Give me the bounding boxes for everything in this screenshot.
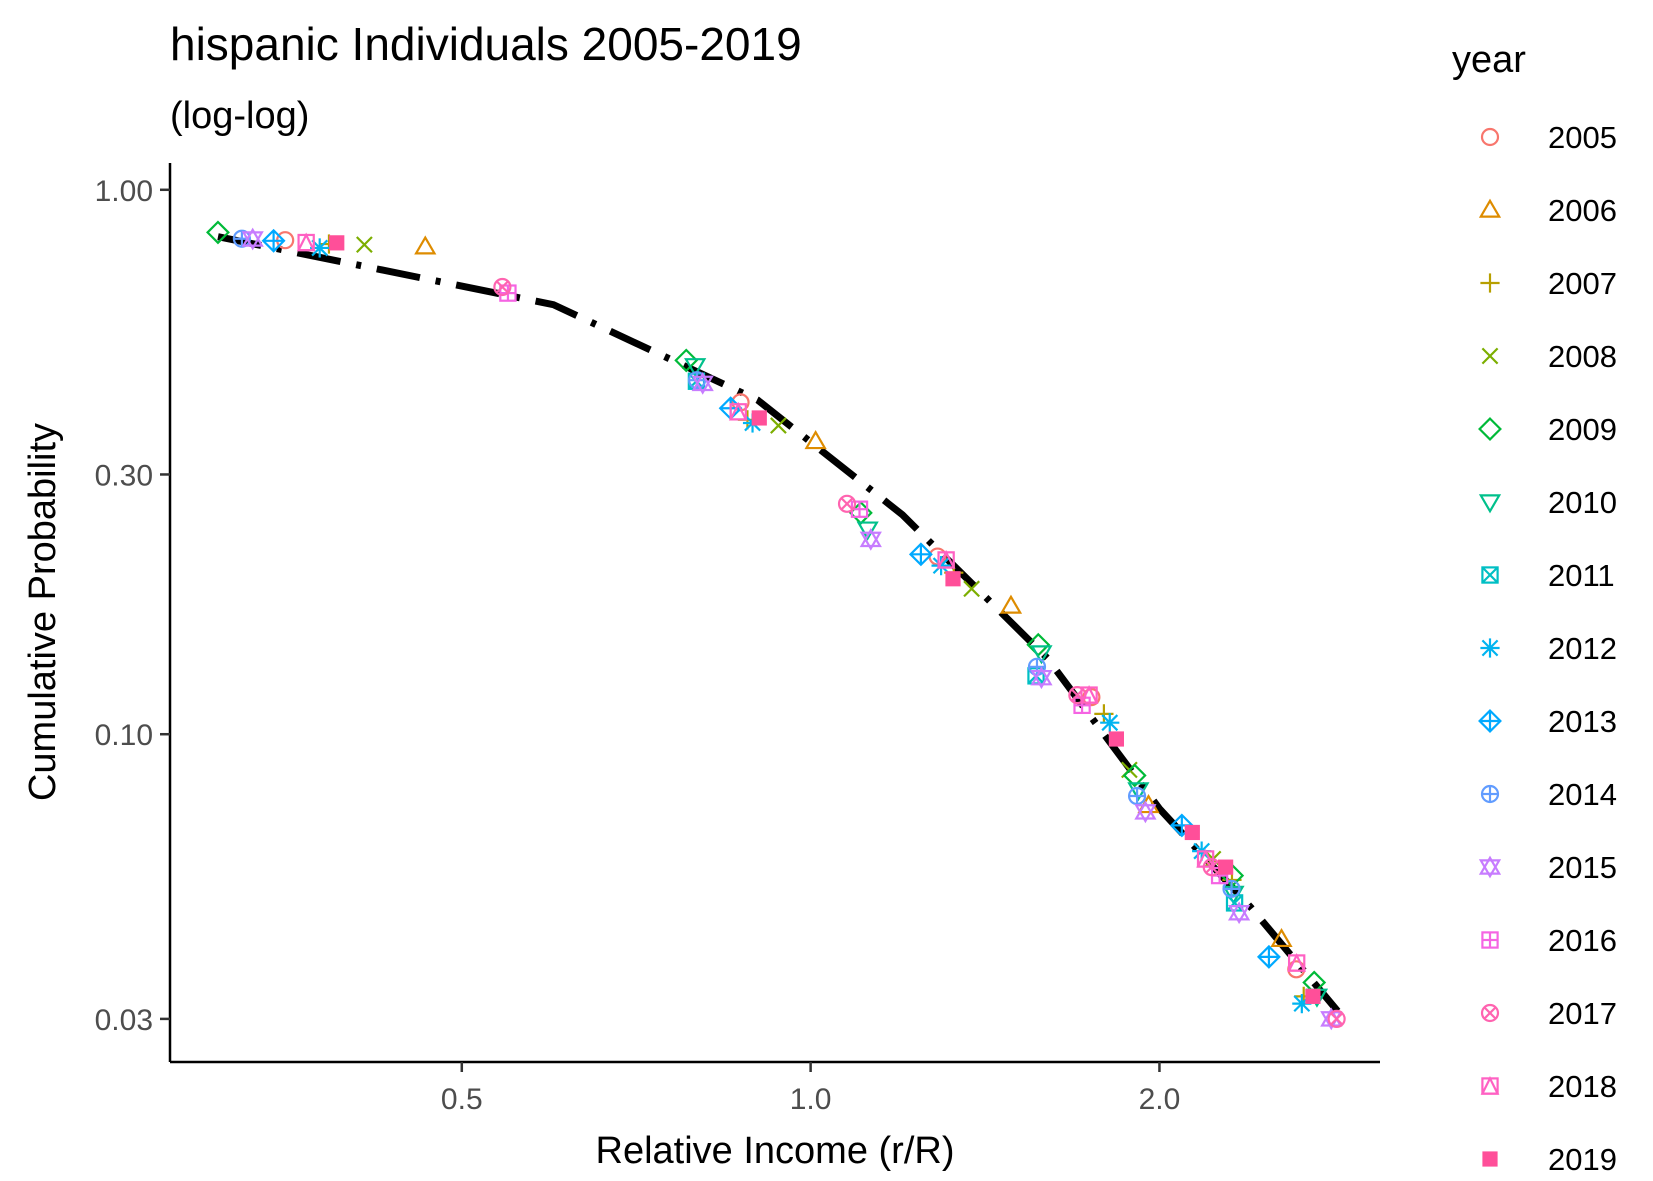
legend-title: year [1452, 39, 1526, 81]
legend-label: 2010 [1548, 485, 1617, 520]
y-ticks: 1.00 0.30 0.10 0.03 [95, 175, 170, 1037]
data-point [1270, 927, 1293, 948]
legend-label: 2019 [1548, 1142, 1617, 1177]
legend-key [1478, 709, 1502, 733]
data-point [936, 549, 956, 569]
data-point [945, 571, 961, 587]
legend-label: 2006 [1548, 193, 1617, 228]
legend-label: 2012 [1548, 631, 1617, 666]
data-point [1100, 713, 1120, 733]
data-point [931, 556, 951, 576]
legend-key [1480, 784, 1500, 804]
data-point [1127, 786, 1147, 806]
data-point [674, 348, 699, 373]
legend-key [1478, 417, 1502, 441]
data-point [261, 228, 286, 253]
data-point [493, 277, 512, 297]
data-point [1030, 666, 1053, 690]
data-point [355, 236, 373, 254]
legend-key [1480, 127, 1500, 147]
data-point [1218, 859, 1234, 875]
data-point [1256, 944, 1281, 969]
x-tick-label: 1.0 [790, 1083, 832, 1116]
chart-subtitle: (log-log) [170, 95, 309, 137]
data-point [751, 410, 767, 426]
legend-key [1478, 494, 1502, 514]
data-point [859, 527, 882, 551]
x-ticks: 0.5 1.0 2.0 [441, 1062, 1180, 1116]
legend-label: 2016 [1548, 923, 1617, 958]
data-points [206, 220, 1346, 1031]
legend-label: 2018 [1548, 1069, 1617, 1104]
data-point [1122, 763, 1147, 788]
legend-key [1480, 1003, 1500, 1023]
data-point [1327, 1009, 1346, 1028]
data-point [691, 371, 714, 395]
fit-line [217, 233, 1341, 1014]
x-tick-label: 2.0 [1139, 1083, 1181, 1116]
data-point [414, 235, 437, 255]
data-point [206, 220, 230, 245]
legend-label: 2009 [1548, 412, 1617, 447]
y-tick-label: 0.10 [95, 719, 153, 752]
data-point [1222, 879, 1241, 898]
y-axis-label: Cumulative Probability [22, 423, 64, 801]
legend-key [1481, 566, 1499, 584]
legend-label: 2007 [1548, 266, 1617, 301]
legend-key [1478, 855, 1502, 879]
data-point [296, 232, 316, 252]
chart-title: hispanic Individuals 2005-2019 [170, 18, 802, 70]
legend: 2005 2006 2007 2008 2009 2010 2011 2012 2013 2014… [1478, 120, 1617, 1177]
data-point [1305, 988, 1321, 1004]
legend-key [1480, 1075, 1500, 1095]
legend-label: 2017 [1548, 996, 1617, 1031]
data-point [1196, 848, 1215, 868]
legend-key [1480, 273, 1500, 293]
y-tick-label: 0.30 [95, 459, 153, 492]
x-axis-label: Relative Income (r/R) [596, 1130, 955, 1172]
legend-label: 2015 [1548, 850, 1617, 885]
legend-key [1481, 347, 1499, 365]
data-point [329, 235, 345, 251]
data-point [1227, 901, 1251, 925]
data-point [804, 430, 827, 450]
data-point [963, 580, 980, 598]
legend-label: 2005 [1548, 120, 1617, 155]
data-point [1184, 824, 1200, 841]
legend-key [1480, 638, 1500, 658]
y-tick-label: 1.00 [95, 175, 153, 208]
data-point [1079, 685, 1099, 704]
legend-label: 2013 [1548, 704, 1617, 739]
data-point [1030, 645, 1053, 665]
x-tick-label: 0.5 [441, 1083, 483, 1116]
legend-key [1481, 931, 1499, 949]
data-point [1134, 800, 1157, 824]
y-tick-label: 0.03 [95, 1004, 153, 1037]
data-point [908, 542, 933, 567]
legend-key [1478, 198, 1502, 218]
data-point [684, 358, 707, 378]
data-point [241, 227, 264, 251]
data-point [1287, 952, 1307, 972]
data-point [1108, 731, 1124, 747]
data-point [837, 494, 857, 513]
data-point [999, 594, 1023, 614]
legend-label: 2008 [1548, 339, 1617, 374]
legend-label: 2014 [1548, 777, 1617, 812]
data-point [728, 401, 748, 421]
legend-key [1482, 1151, 1498, 1167]
data-point [770, 417, 787, 434]
legend-label: 2011 [1548, 558, 1615, 593]
